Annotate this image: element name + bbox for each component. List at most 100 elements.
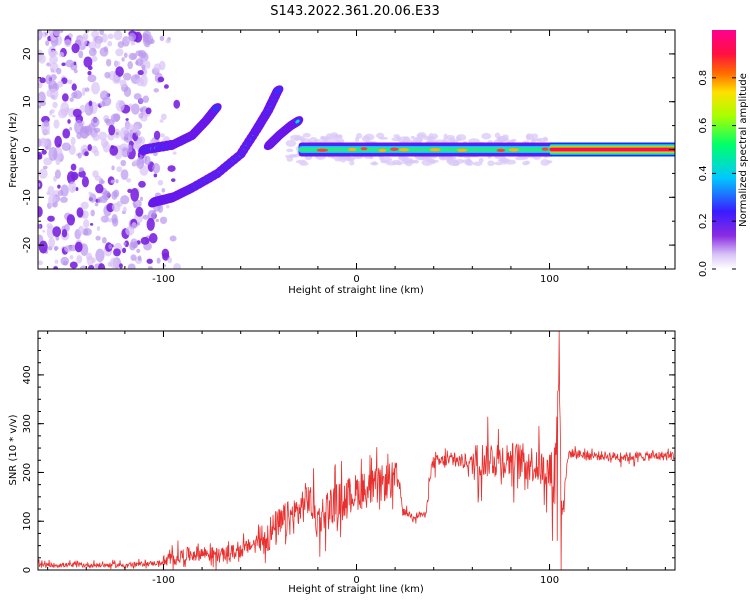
- spectrogram-noise-blob: [68, 33, 73, 38]
- spectrogram-noise-blob: [172, 151, 177, 155]
- spectrogram-haze-blob: [510, 138, 517, 142]
- spectrogram-noise-blob: [105, 118, 115, 127]
- spectrogram-noise-blob: [62, 128, 71, 139]
- spectrogram-noise-blob: [165, 39, 171, 44]
- snr-x-tick-label: 100: [540, 575, 559, 586]
- spectrogram-noise-blob: [94, 175, 101, 181]
- spectrogram-noise-blob: [115, 131, 119, 136]
- spectrogram-haze-blob: [286, 148, 294, 153]
- spectrogram-noise-blob: [120, 159, 127, 167]
- spectrogram-y-tick-label: -20: [22, 237, 33, 253]
- spectrogram-noise-blob: [115, 179, 119, 184]
- snr-x-tick-label: -100: [152, 575, 175, 586]
- spectrogram-noise-blob: [115, 99, 125, 112]
- spectrogram-noise-blob: [153, 130, 161, 140]
- spectrogram-noise-blob: [147, 265, 153, 269]
- spectrogram-haze-blob: [286, 156, 294, 162]
- spectrogram-haze-blob: [332, 133, 339, 141]
- spectrogram-noise-blob: [43, 120, 50, 127]
- spectrogram-noise-blob: [100, 138, 108, 148]
- spectrogram-noise-blob: [70, 163, 77, 171]
- spectrogram-noise-blob: [128, 32, 137, 42]
- spectrogram-noise-blob: [113, 248, 121, 257]
- spectrogram-noise-blob: [81, 176, 89, 188]
- spectrogram-haze-blob: [522, 160, 528, 166]
- spectrogram-noise-blob: [38, 180, 43, 190]
- spectrogram-haze-blob: [494, 161, 503, 166]
- spectrogram-haze-blob: [381, 156, 393, 163]
- spectrogram-noise-blob: [64, 107, 70, 113]
- spectrogram-noise-blob: [94, 127, 101, 133]
- spectrogram-noise-blob: [54, 135, 62, 148]
- spectrogram-noise-blob: [119, 263, 123, 269]
- spectrogram-noise-blob: [90, 117, 100, 128]
- spectrogram-noise-blob: [155, 218, 159, 223]
- spectrogram-haze-blob: [426, 136, 437, 141]
- spectrogram-noise-blob: [142, 95, 150, 103]
- spectrogram-noise-blob: [57, 189, 64, 197]
- spectrogram-haze-blob: [289, 153, 297, 157]
- colorbar-label: Normalized spectral amplitude: [738, 73, 749, 227]
- spectrogram-haze-blob: [487, 160, 495, 167]
- spectrogram-noise-blob: [54, 169, 61, 179]
- spectrogram-noise-blob: [52, 114, 56, 118]
- spectrogram-noise-blob: [51, 198, 56, 203]
- spectrogram-haze-blob: [430, 159, 436, 165]
- spectrogram-haze-blob: [472, 161, 483, 166]
- spectrogram-noise-blob: [86, 255, 94, 266]
- spectrogram-noise-blob: [68, 181, 77, 193]
- spectrogram-noise-blob: [128, 52, 138, 61]
- spectrogram-noise-blob: [159, 216, 168, 224]
- spectrogram-haze-blob: [285, 139, 297, 147]
- spectrogram-noise-blob: [42, 229, 46, 233]
- spectrogram-noise-blob: [122, 206, 127, 213]
- spectrogram-haze-blob: [361, 135, 371, 143]
- spectrogram-noise-blob: [69, 255, 74, 260]
- spectrogram-noise-blob: [123, 72, 132, 81]
- spectrogram-upper-branch-blob: [210, 103, 222, 114]
- spectrogram-haze-blob: [421, 159, 433, 166]
- spectrogram-noise-blob: [137, 255, 142, 261]
- spectrogram-noise-blob: [78, 225, 85, 235]
- spectrogram-noise-blob: [115, 66, 124, 77]
- spectrogram-haze-blob: [300, 135, 305, 143]
- spectrogram-noise-blob: [56, 67, 62, 75]
- spectrogram-noise-blob: [69, 126, 73, 131]
- spectrogram-noise-blob: [88, 47, 97, 57]
- spectrogram-noise-blob: [110, 179, 116, 184]
- spectrogram-noise-blob: [53, 266, 59, 269]
- spectrogram-noise-blob: [38, 154, 43, 160]
- spectrogram-noise-blob: [61, 229, 68, 238]
- spectrogram-noise-blob: [146, 258, 153, 264]
- spectrogram-noise-blob: [83, 56, 93, 68]
- spectrogram-noise-blob: [76, 207, 84, 218]
- spectrogram-noise-blob: [152, 162, 161, 174]
- spectrogram-haze-blob: [299, 161, 309, 166]
- snr-frame: [37, 330, 676, 571]
- spectrogram-noise-blob: [38, 105, 42, 109]
- spectrogram-noise-blob: [38, 32, 42, 37]
- spectrogram-noise-blob: [161, 188, 166, 193]
- spectrogram-noise-blob: [95, 183, 104, 194]
- spectrogram-noise-blob: [101, 237, 107, 244]
- spectrogram-noise-blob: [148, 232, 158, 244]
- spectrogram-mid-branch-blob: [291, 116, 304, 127]
- spectrogram-noise-blob: [157, 179, 164, 186]
- snr-y-tick-label: 100: [22, 512, 33, 531]
- spectrogram-noise-blob: [87, 144, 92, 151]
- spectrogram-noise-blob: [100, 195, 108, 204]
- spectrogram-haze-blob: [416, 134, 425, 138]
- spectrogram-hot-spot: [429, 148, 441, 152]
- spectrogram-haze-blob: [323, 136, 334, 143]
- spectrogram-noise-blob: [138, 136, 146, 145]
- spectrogram-noise-blob: [70, 137, 76, 146]
- spectrogram-haze-blob: [446, 158, 454, 165]
- spectrogram-haze-blob: [505, 159, 517, 165]
- spectrogram-noise-blob: [138, 97, 144, 104]
- colorbar-tick-label: 0.6: [698, 118, 709, 134]
- spectrogram-noise-blob: [130, 41, 136, 46]
- spectrogram-hot-spot: [456, 148, 468, 152]
- spectrogram-noise-blob: [157, 203, 164, 213]
